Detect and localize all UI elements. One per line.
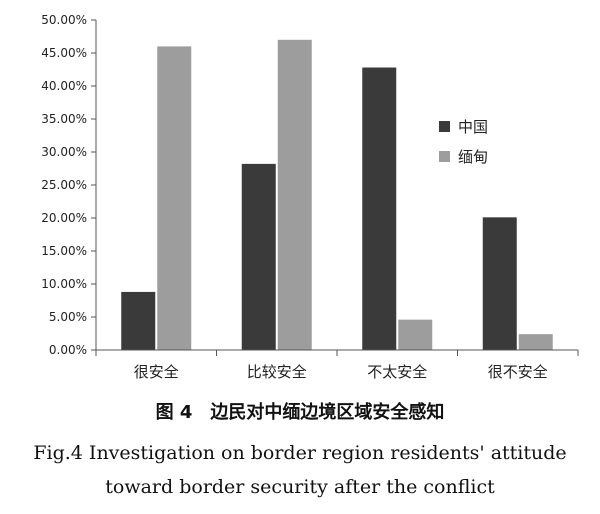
y-tick-label: 30.00% [41,145,87,159]
y-tick-label: 5.00% [49,310,87,324]
figure-caption-chinese: 图 4 边民对中缅边境区域安全感知 [155,402,445,423]
bar-series-2 [518,334,553,350]
bar-series-1 [482,217,517,350]
bar-series-2 [157,46,192,351]
y-tick-label: 10.00% [41,277,87,291]
legend-label: 缅甸 [458,148,488,166]
caption-english-line-1: Fig.4 Investigation on border region res… [33,442,567,464]
legend-label: 中国 [458,118,488,136]
bar-series-2 [277,39,312,351]
figure-caption-english: Fig.4 Investigation on border region res… [0,436,600,504]
y-axis: 0.00% 5.00% 10.00% 15.00% 20.00% 25.00% 30.00%… [41,13,97,357]
x-category-label: 不太安全 [367,363,427,381]
bar-chart: 0.00% 5.00% 10.00% 15.00% 20.00% 25.00% 30.00%… [41,13,579,381]
caption-english-line-2: toward border security after the conflic… [105,476,495,498]
bar-series-1 [121,291,156,350]
y-tick-label: 15.00% [41,244,87,258]
bar-series-1 [362,67,397,351]
y-tick-label: 40.00% [41,79,87,93]
y-tick-label: 50.00% [41,13,87,27]
x-category-label: 很安全 [134,363,179,381]
bar-series-2 [398,319,433,350]
y-tick-label: 45.00% [41,46,87,60]
bars [121,39,553,351]
y-tick-label: 35.00% [41,112,87,126]
x-category-label: 很不安全 [488,363,548,381]
x-category-label: 比较安全 [247,363,307,381]
y-tick-label: 0.00% [49,343,87,357]
y-tick-label: 20.00% [41,211,87,225]
legend-swatch [439,151,450,162]
bar-series-1 [241,163,276,350]
legend-swatch [439,121,450,132]
x-axis: 很安全 比较安全 不太安全 很不安全 [95,349,579,381]
y-tick-label: 25.00% [41,178,87,192]
